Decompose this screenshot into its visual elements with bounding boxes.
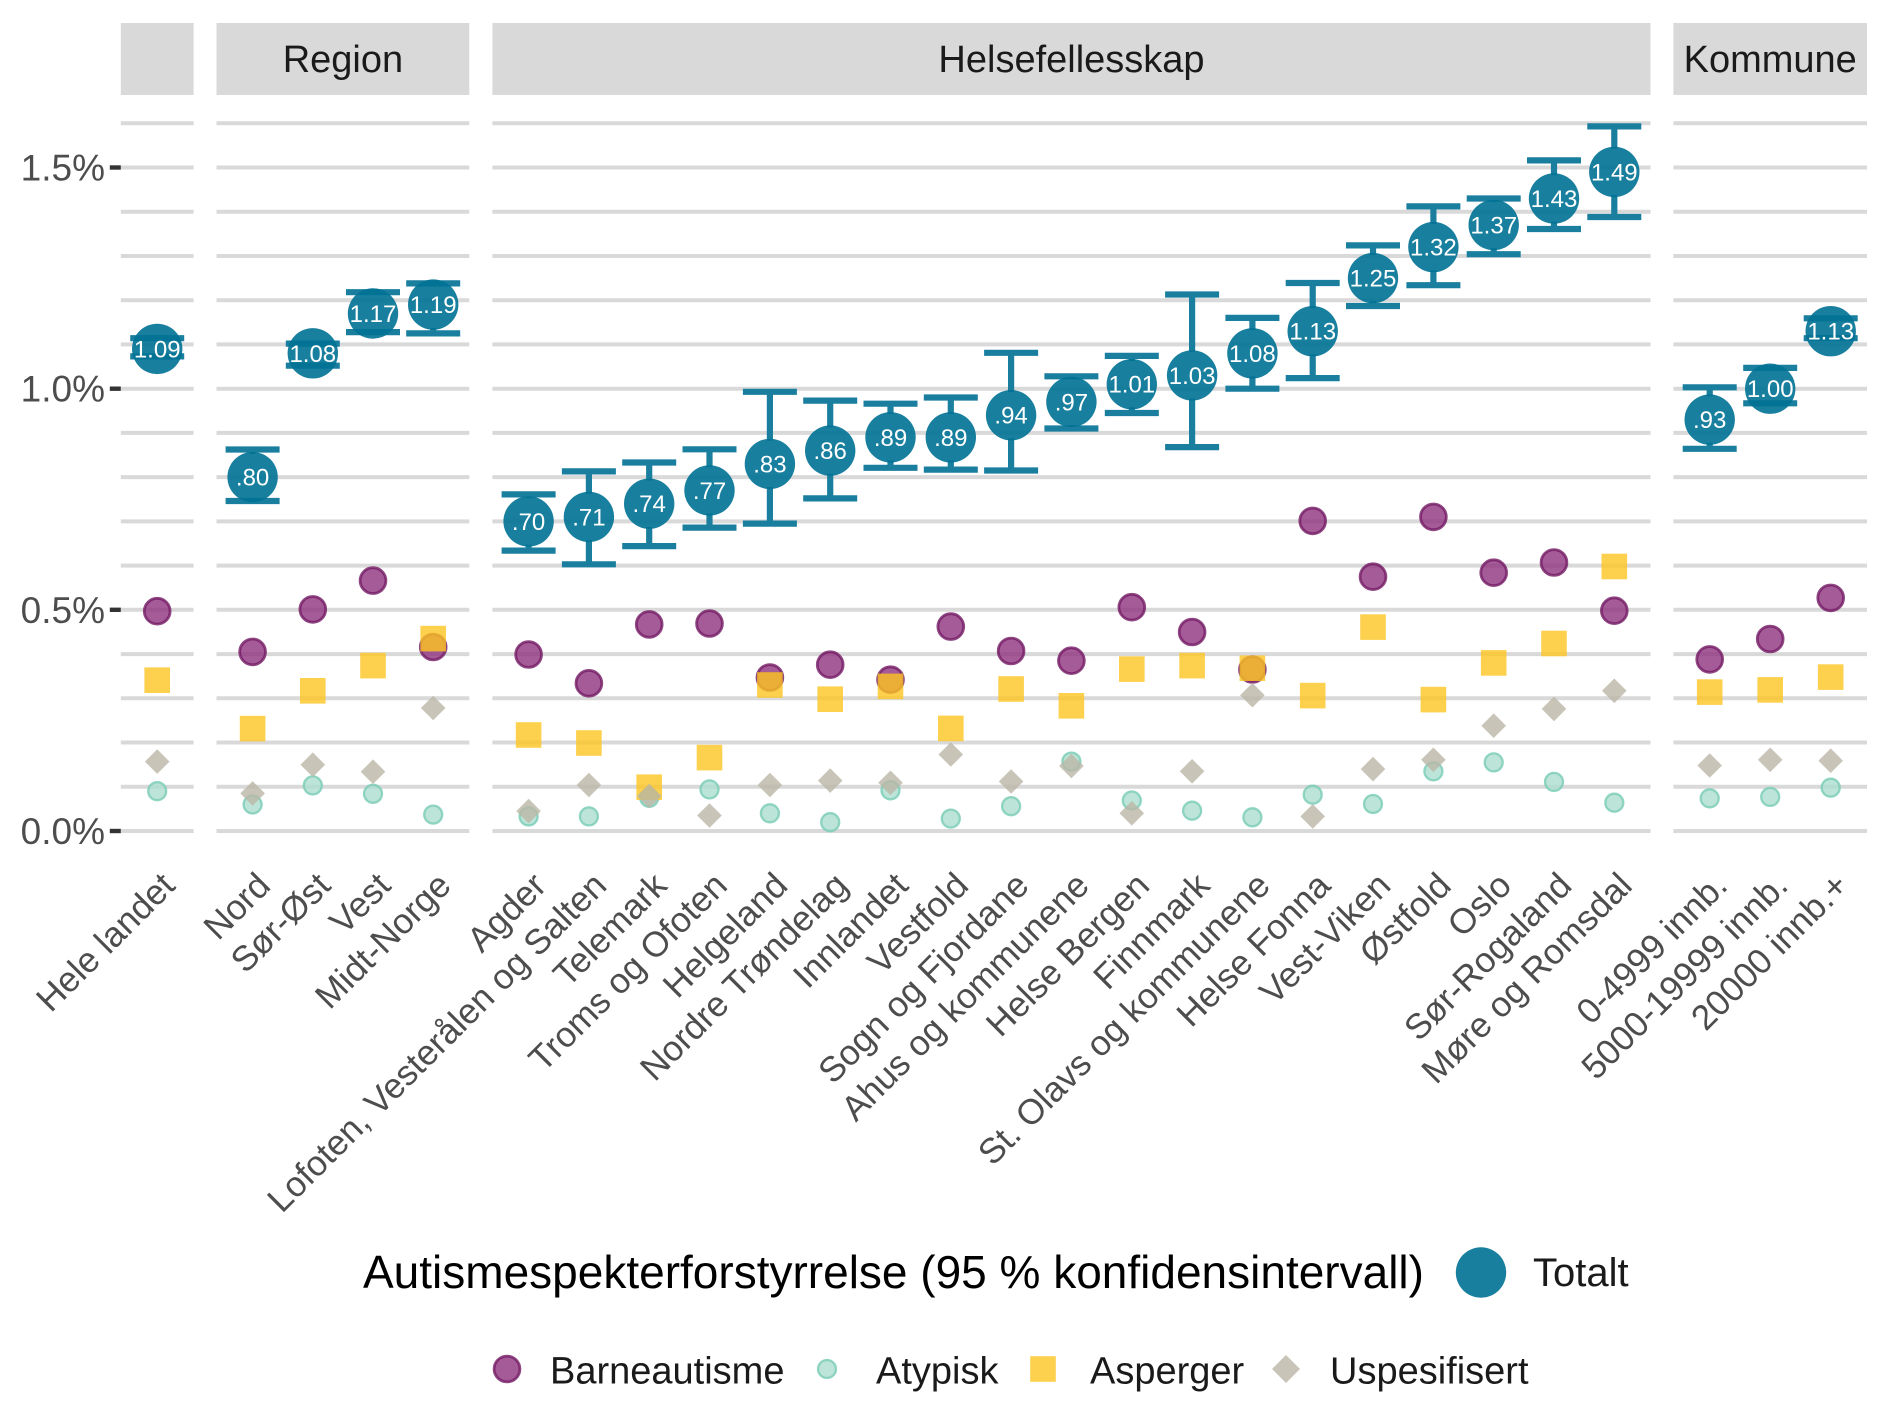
svg-text:.77: .77 bbox=[693, 478, 726, 505]
svg-text:1.08: 1.08 bbox=[289, 341, 336, 368]
svg-text:.71: .71 bbox=[572, 504, 605, 531]
svg-text:1.00: 1.00 bbox=[1747, 376, 1794, 403]
svg-text:Kommune: Kommune bbox=[1684, 39, 1857, 81]
svg-text:1.37: 1.37 bbox=[1470, 213, 1517, 240]
svg-text:.83: .83 bbox=[753, 451, 786, 478]
svg-text:.86: .86 bbox=[814, 438, 847, 465]
svg-text:1.01: 1.01 bbox=[1108, 372, 1155, 399]
svg-text:Helsefellesskap: Helsefellesskap bbox=[938, 39, 1204, 81]
svg-text:0.5%: 0.5% bbox=[21, 590, 105, 631]
svg-text:Totalt: Totalt bbox=[1533, 1251, 1629, 1295]
svg-text:1.09: 1.09 bbox=[134, 336, 181, 363]
svg-text:1.19: 1.19 bbox=[410, 292, 457, 319]
svg-text:.89: .89 bbox=[874, 425, 907, 452]
svg-text:.97: .97 bbox=[1055, 389, 1088, 416]
svg-text:Asperger: Asperger bbox=[1090, 1351, 1245, 1393]
svg-text:.89: .89 bbox=[934, 425, 967, 452]
svg-text:.93: .93 bbox=[1693, 407, 1726, 434]
svg-text:1.43: 1.43 bbox=[1531, 186, 1578, 213]
svg-text:1.08: 1.08 bbox=[1229, 341, 1276, 368]
svg-text:1.32: 1.32 bbox=[1410, 235, 1457, 262]
svg-text:Region: Region bbox=[283, 39, 403, 81]
svg-text:1.25: 1.25 bbox=[1350, 266, 1397, 293]
svg-text:1.0%: 1.0% bbox=[21, 369, 105, 410]
svg-text:0.0%: 0.0% bbox=[21, 811, 105, 852]
svg-text:1.49: 1.49 bbox=[1591, 159, 1638, 186]
svg-text:Autismespekterforstyrrelse (95: Autismespekterforstyrrelse (95 % konfide… bbox=[363, 1246, 1424, 1298]
svg-text:1.17: 1.17 bbox=[350, 301, 397, 328]
svg-text:.70: .70 bbox=[512, 509, 545, 536]
svg-text:.80: .80 bbox=[236, 465, 269, 492]
svg-text:1.03: 1.03 bbox=[1169, 363, 1216, 390]
svg-text:.94: .94 bbox=[994, 403, 1027, 430]
svg-text:Barneautisme: Barneautisme bbox=[550, 1351, 784, 1393]
svg-text:Atypisk: Atypisk bbox=[876, 1351, 999, 1393]
svg-text:1.5%: 1.5% bbox=[21, 148, 105, 189]
svg-text:1.13: 1.13 bbox=[1807, 319, 1854, 346]
svg-text:Uspesifisert: Uspesifisert bbox=[1330, 1351, 1529, 1393]
svg-text:.74: .74 bbox=[633, 491, 666, 518]
svg-text:1.13: 1.13 bbox=[1289, 319, 1336, 346]
